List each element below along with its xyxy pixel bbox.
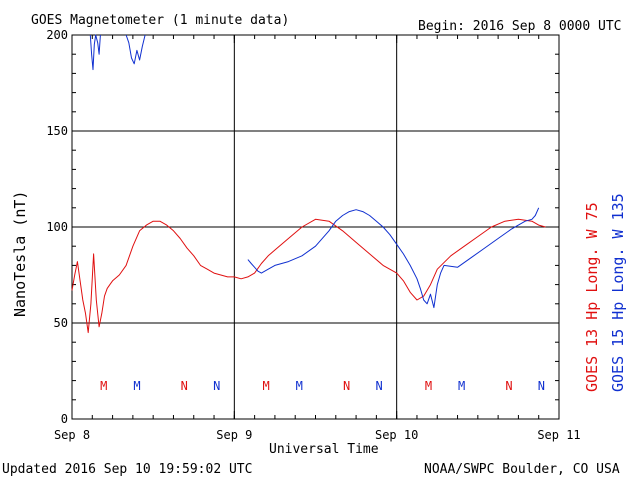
- marker-n: N: [213, 379, 220, 393]
- marker-n: N: [343, 379, 350, 393]
- begin-label: Begin: 2016 Sep 8 0000 UTC: [418, 19, 622, 34]
- marker-m: M: [263, 379, 270, 393]
- y-tick-label: 100: [46, 220, 68, 234]
- marker-m: M: [133, 379, 140, 393]
- grid-lines: [72, 35, 559, 419]
- x-tick-label: Sep 11: [537, 428, 580, 442]
- data-lines: [71, 34, 546, 334]
- goes15-label: GOES 15 Hp Long. W 135: [609, 193, 627, 392]
- goes15-line: [125, 34, 146, 65]
- goes13-line: [71, 218, 546, 334]
- y-tick-label: 50: [54, 316, 68, 330]
- goes15-line: [89, 34, 101, 71]
- goes15-line: [247, 207, 540, 309]
- marker-m: M: [425, 379, 432, 393]
- marker-m: M: [296, 379, 303, 393]
- marker-n: N: [181, 379, 188, 393]
- credit-label: NOAA/SWPC Boulder, CO USA: [424, 462, 620, 477]
- y-tick-label: 150: [46, 124, 68, 138]
- marker-n: N: [375, 379, 382, 393]
- x-tick-label: Sep 10: [375, 428, 418, 442]
- chart-title: GOES Magnetometer (1 minute data): [31, 13, 289, 28]
- y-tick-label: 0: [61, 412, 68, 426]
- x-axis-label: Universal Time: [269, 442, 379, 457]
- goes13-label: GOES 13 Hp Long. W 75: [583, 202, 601, 392]
- x-tick-label: Sep 9: [216, 428, 252, 442]
- updated-timestamp: Updated 2016 Sep 10 19:59:02 UTC: [2, 462, 252, 477]
- marker-n: N: [505, 379, 512, 393]
- marker-m: M: [458, 379, 465, 393]
- x-tick-label: Sep 8: [54, 428, 90, 442]
- y-tick-label: 200: [46, 28, 68, 42]
- axis-ticks: Sep 8 Sep 9 Sep 10 Sep 11 0 50 100 150 200: [46, 28, 580, 442]
- y-axis-label: NanoTesla (nT): [11, 191, 29, 317]
- marker-n: N: [538, 379, 545, 393]
- marker-m: M: [100, 379, 107, 393]
